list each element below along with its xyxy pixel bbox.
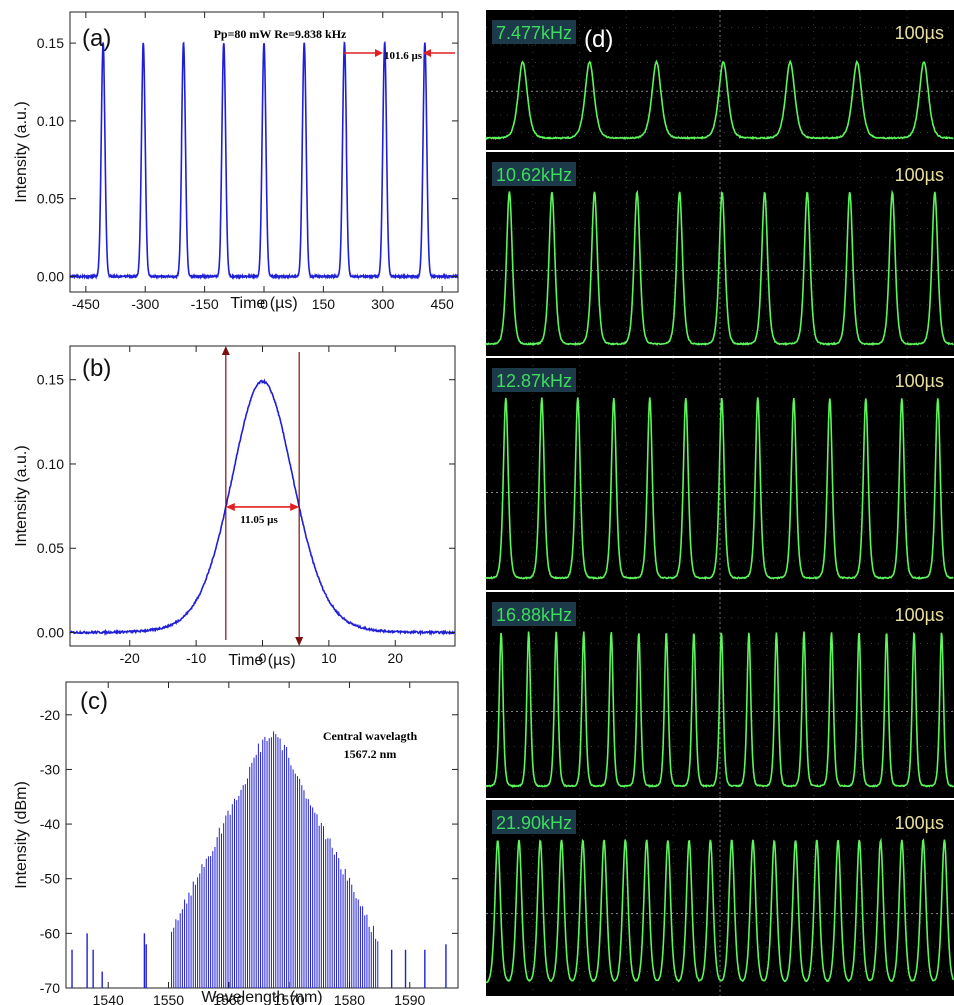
panel-a-xlabel: Time (µs): [230, 295, 297, 312]
panel-b-ylabel: Intensity (a.u.): [13, 445, 30, 546]
y-tick-label: -50: [40, 871, 60, 887]
panel-a-x-ticks: -450 -300 -150 0 150 300 450: [72, 12, 454, 312]
freq-label: 10.62kHz: [496, 165, 572, 185]
scope-pulse-trace: [485, 59, 954, 141]
panel-a-annotation: Pp=80 mW Re=9.838 kHz: [214, 27, 347, 41]
panel-c-label: (c): [80, 688, 108, 715]
x-tick-label: 450: [430, 296, 454, 312]
scope-trace-panel: 7.477kHz 100µs: [485, 10, 954, 150]
y-tick-label: 0.15: [37, 35, 64, 51]
y-tick-label: 0.10: [37, 456, 64, 472]
panel-c-y-ticks: -70 -60 -50 -40 -30 -20: [40, 707, 458, 996]
panel-a-period-label: 101.6 µs: [384, 50, 423, 62]
panel-b-frame: [69, 345, 456, 647]
x-tick-label: 1580: [334, 992, 365, 1005]
period-arrowhead-left: [375, 49, 383, 57]
time-div-label: 100µs: [895, 813, 944, 833]
x-tick-label: -300: [131, 296, 159, 312]
scope-pulse-trace: [485, 189, 954, 347]
y-tick-label: -70: [40, 980, 60, 996]
panel-b-label: (b): [82, 355, 111, 382]
time-div-label: 100µs: [895, 371, 944, 391]
panel-a-pulse-train: [69, 40, 459, 281]
y-tick-label: 0.15: [37, 372, 64, 388]
panel-c-x-ticks: 1540 1550 1560 1570 1580 1590: [93, 682, 426, 1005]
panel-a-y-ticks: 0.00 0.05 0.10 0.15: [37, 35, 458, 284]
panel-c-frame: [65, 681, 459, 989]
freq-label: 21.90kHz: [496, 813, 572, 833]
panel-b: 11.05 µs -20 -10 0 10 20 0.00 0.05 0.10 0.15 (b…: [13, 345, 456, 669]
scope-trace-panel: 21.90kHz 100µs: [485, 800, 954, 996]
x-tick-label: 10: [321, 650, 337, 666]
freq-label-box: [492, 368, 576, 392]
freq-label-box: [492, 20, 576, 44]
freq-label: 12.87kHz: [496, 371, 572, 391]
fwhm-marker-right-head: [295, 637, 304, 646]
scope-pulse-trace: [485, 397, 954, 581]
y-tick-label: 0.10: [37, 113, 64, 129]
scope-pulse-trace: [485, 837, 954, 984]
time-div-label: 100µs: [895, 165, 944, 185]
x-tick-label: 1550: [153, 992, 184, 1005]
y-tick-label: 0.00: [37, 268, 64, 284]
x-tick-label: 1590: [394, 992, 425, 1005]
panel-b-pulse: [69, 378, 456, 637]
fwhm-arrowhead-left: [225, 502, 235, 511]
time-div-label: 100µs: [895, 23, 944, 43]
x-tick-label: -20: [120, 650, 140, 666]
x-tick-label: -150: [191, 296, 219, 312]
panel-c-annotation-line1: Central wavelagth: [323, 729, 418, 743]
panel-b-fwhm-label: 11.05 µs: [240, 514, 278, 526]
freq-label-box: [492, 810, 576, 834]
x-tick-label: 1540: [93, 992, 124, 1005]
x-tick-label: 300: [371, 296, 395, 312]
freq-label-box: [492, 602, 576, 626]
scope-trace-panel: 10.62kHz 100µs: [485, 152, 954, 356]
freq-label-box: [492, 162, 576, 186]
x-tick-label: 1560: [213, 992, 244, 1005]
panel-c-annotation-line2: 1567.2 nm: [344, 747, 397, 761]
x-tick-label: 0: [260, 296, 268, 312]
y-tick-label: 0.00: [37, 625, 64, 641]
y-tick-label: -60: [40, 925, 60, 941]
panel-b-y-ticks: 0.00 0.05 0.10 0.15: [37, 372, 455, 641]
panel-c: 1540 1550 1560 1570 1580 1590 -70 -60 -50 -40 -30…: [13, 681, 459, 1005]
period-arrowhead-right: [423, 49, 431, 57]
scope-trace-panel: 16.88kHz 100µs: [485, 592, 954, 798]
freq-label: 16.88kHz: [496, 605, 572, 625]
y-tick-label: -20: [40, 707, 60, 723]
x-tick-label: 20: [387, 650, 403, 666]
fwhm-arrowhead-right: [290, 502, 300, 511]
panel-b-xlabel: Time (µs): [228, 652, 295, 669]
panel-b-x-ticks: -20 -10 0 10 20: [120, 346, 403, 666]
y-tick-label: 0.05: [37, 540, 64, 556]
panel-c-spectrum-lines: [71, 731, 447, 988]
freq-label: 7.477kHz: [496, 23, 572, 43]
y-tick-label: -40: [40, 816, 60, 832]
panel-a-label: (a): [82, 25, 111, 52]
x-tick-label: -450: [72, 296, 100, 312]
x-tick-label: 150: [312, 296, 336, 312]
x-tick-label: 1570: [274, 992, 305, 1005]
panel-d-label: (d): [584, 26, 613, 53]
scope-trace-panel: 12.87kHz 100µs: [485, 358, 954, 590]
y-tick-label: -30: [40, 761, 60, 777]
panel-c-xlabel: Wavelength (nm): [201, 989, 322, 1005]
panel-c-ylabel: Intensity (dBm): [13, 781, 30, 889]
panel-a: -450 -300 -150 0 150 300 450 0.000.050.100.15 …: [13, 11, 459, 312]
x-tick-label: -10: [186, 650, 206, 666]
fwhm-marker-left-head: [221, 346, 230, 355]
scope-pulse-trace: [485, 631, 954, 788]
panel-a-ylabel: Intensity (a.u.): [13, 101, 30, 202]
time-div-label: 100µs: [895, 605, 944, 625]
x-tick-label: 0: [259, 650, 267, 666]
y-tick-label: 0.05: [37, 191, 64, 207]
